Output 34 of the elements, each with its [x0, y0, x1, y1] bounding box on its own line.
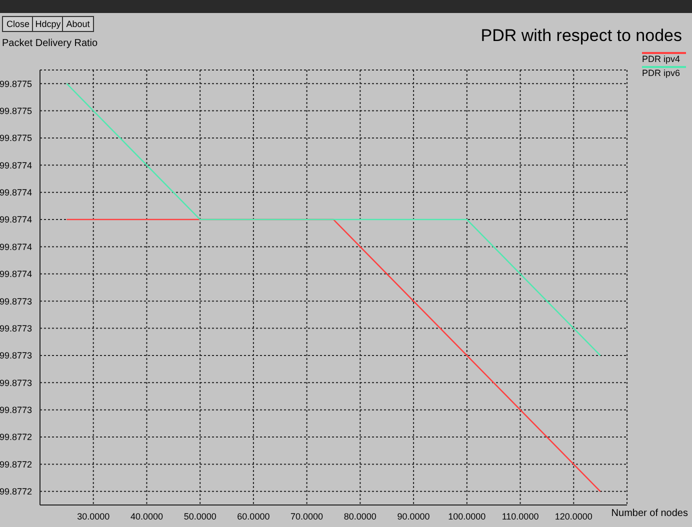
x-tick-label: 40.0000	[130, 511, 163, 522]
y-tick-label: 99.8774	[0, 214, 32, 225]
y-tick-label: 99.8774	[0, 269, 32, 280]
x-tick-label: 70.0000	[290, 511, 324, 522]
text: Close	[2, 16, 34, 32]
x-tick-label: 80.0000	[344, 511, 376, 522]
y-tick-label: 99.8772	[0, 432, 32, 442]
x-tick-label: 90.0000	[397, 511, 430, 522]
legend-label: PDR ipv4	[642, 52, 686, 64]
x-tick-label: 120.0000	[554, 511, 592, 522]
y-tick-label: 99.8773	[0, 323, 32, 334]
x-tick-label: 60.0000	[237, 511, 270, 522]
y-tick-label: 99.8774	[0, 160, 32, 170]
y-tick-label: 99.8773	[0, 378, 32, 388]
y-tick-label: 99.8774	[0, 242, 32, 252]
x-tick-label: 30.0000	[77, 511, 110, 522]
chart-title: PDR with respect to nodes	[480, 26, 682, 46]
x-tick-label: 50.0000	[184, 511, 216, 522]
x-tick-label: 100.0000	[448, 511, 486, 522]
y-axis-title: Packet Delivery Ratio	[2, 38, 98, 49]
y-tick-label: 99.8773	[0, 296, 32, 306]
y-tick-label: 99.8775	[0, 133, 32, 144]
y-tick-label: 99.8772	[0, 486, 32, 497]
x-tick-label: 110.0000	[502, 511, 539, 522]
text: Hdcpy	[32, 16, 64, 32]
text: About	[62, 16, 94, 32]
y-tick-label: 99.8773	[0, 350, 32, 361]
y-tick-label: 99.8773	[0, 405, 32, 416]
y-tick-label: 99.8775	[0, 78, 32, 89]
y-tick-label: 99.8775	[0, 106, 32, 116]
y-tick-label: 99.8772	[0, 459, 32, 470]
x-axis-title: Number of nodes	[611, 508, 688, 519]
y-tick-label: 99.8774	[0, 188, 32, 198]
legend-label: PDR ipv6	[642, 66, 686, 78]
